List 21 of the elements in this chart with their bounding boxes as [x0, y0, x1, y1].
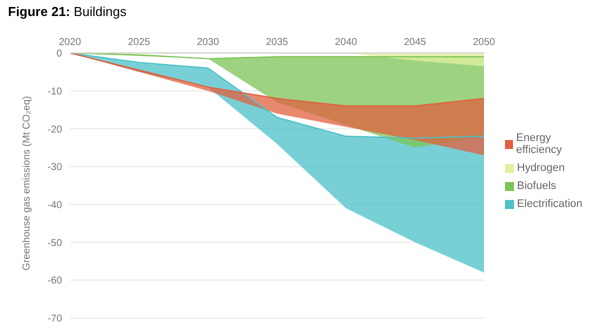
y-tick-label: -30 — [48, 162, 62, 174]
y-tick-label: -40 — [48, 200, 62, 211]
legend-label: Energy efficiency — [516, 132, 563, 156]
x-tick-label: 2020 — [58, 37, 82, 48]
y-tick-label: -20 — [48, 124, 62, 136]
x-tick-label: 2025 — [128, 37, 151, 48]
y-tick-label: 0 — [56, 48, 62, 60]
y-tick-label: -10 — [48, 86, 62, 98]
x-tick-label: 2045 — [404, 37, 427, 48]
x-tick-label: 2030 — [196, 37, 220, 48]
y-tick-label: -50 — [48, 238, 62, 249]
legend-label: Electrification — [517, 198, 582, 210]
legend-label: Biofuels — [517, 180, 556, 192]
legend-label: Hydrogen — [517, 162, 565, 174]
x-tick-label: 2050 — [472, 37, 496, 48]
x-tick-label: 2035 — [266, 37, 289, 48]
chart-title: Figure 21: Buildings — [8, 4, 128, 21]
y-axis-title: Greenhouse gas emissions (Mt CO₂eq) — [22, 96, 33, 270]
y-tick-label: -70 — [48, 314, 62, 325]
y-tick-label: -60 — [48, 276, 62, 287]
x-tick-label: 2040 — [334, 37, 358, 48]
